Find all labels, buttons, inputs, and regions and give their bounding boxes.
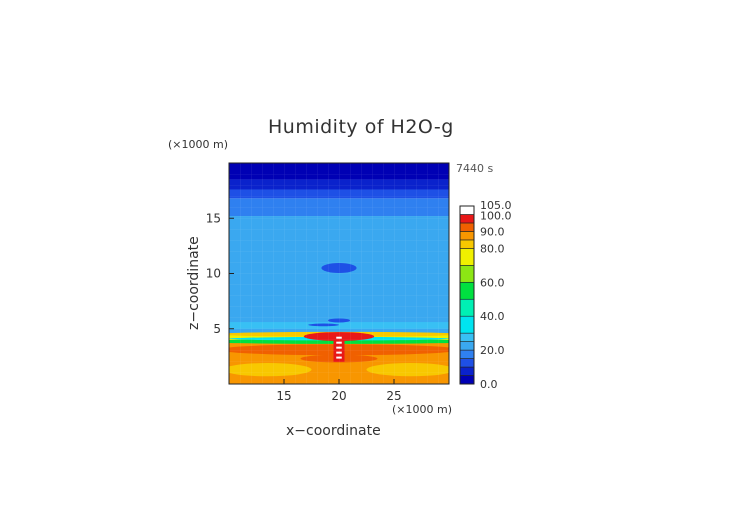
colorbar-segment xyxy=(459,298,475,317)
colorbar-segment xyxy=(459,341,475,351)
colorbar-segment xyxy=(459,222,475,232)
y-tick-label: 5 xyxy=(213,322,221,336)
colorbar-label: 105.0 xyxy=(480,199,512,212)
colorbar-label: 60.0 xyxy=(480,276,505,289)
colorbar-label: 40.0 xyxy=(480,310,505,323)
colorbar-segment xyxy=(459,205,475,215)
x-axis-label: x−coordinate xyxy=(286,423,381,439)
colorbar-label: 100.0 xyxy=(480,209,512,222)
colorbar-segment xyxy=(459,231,475,241)
y-tick-label: 15 xyxy=(206,211,221,225)
colorbar-segment xyxy=(459,214,475,224)
y-axis-unit: (×1000 m) xyxy=(168,138,229,151)
x-ticks: 15 20 25 xyxy=(276,379,402,403)
x-tick-label: 15 xyxy=(276,389,291,403)
time-label: 7440 s xyxy=(456,162,494,175)
colorbar-label: 80.0 xyxy=(480,242,505,255)
colorbar-label: 90.0 xyxy=(480,225,505,238)
colorbar-segment xyxy=(459,281,475,300)
x-tick-label: 20 xyxy=(331,389,346,403)
colorbar-segment xyxy=(459,375,475,385)
colorbar-segment xyxy=(459,358,475,368)
colorbar-segment xyxy=(459,239,475,249)
colorbar-segment xyxy=(459,248,475,266)
colorbar-segment xyxy=(459,265,475,283)
grid-overlay xyxy=(229,163,449,384)
colorbar-segment xyxy=(459,349,475,359)
colorbar-segment xyxy=(459,315,475,334)
colorbar-label: 0.0 xyxy=(480,378,498,391)
colorbar-segment xyxy=(459,332,475,342)
colorbar-frame xyxy=(459,205,475,385)
y-tick-label: 10 xyxy=(206,267,221,281)
colorbar-segment xyxy=(459,366,475,376)
x-axis-unit: (×1000 m) xyxy=(392,403,453,416)
y-ticks: 5 10 15 xyxy=(206,211,234,336)
x-tick-label: 25 xyxy=(386,389,401,403)
chart-title: Humidity of H2O-g xyxy=(268,116,454,138)
colorbar-label: 20.0 xyxy=(480,344,505,357)
